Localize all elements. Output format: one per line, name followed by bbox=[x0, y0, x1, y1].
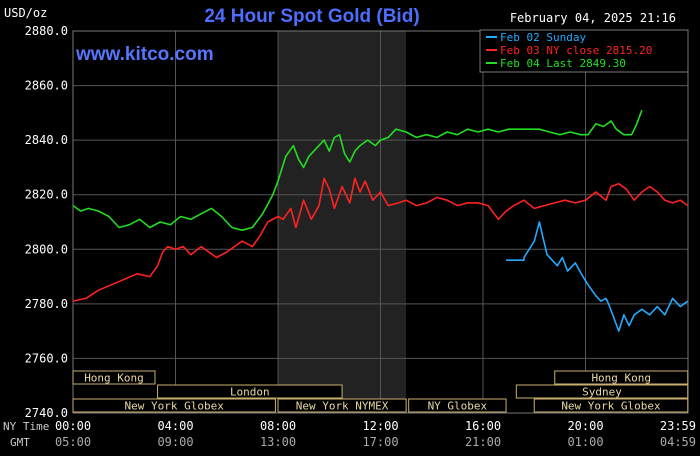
series-line-3 bbox=[72, 109, 643, 231]
chart-title: 24 Hour Spot Gold (Bid) bbox=[204, 6, 419, 27]
session-box bbox=[277, 398, 407, 413]
session-box bbox=[533, 398, 689, 413]
legend-box bbox=[479, 29, 689, 73]
y-axis-unit: USD/oz bbox=[4, 6, 47, 20]
session-label: London bbox=[230, 386, 270, 399]
x-tick-label-ny: 16:00 bbox=[465, 419, 501, 433]
x-tick-label-gmt: 13:00 bbox=[260, 435, 296, 449]
session-box bbox=[408, 398, 507, 413]
x-tick-label-gmt: 05:00 bbox=[55, 435, 91, 449]
session-box bbox=[72, 370, 156, 385]
legend-label: Feb 03 NY close 2815.20 bbox=[500, 44, 652, 57]
ny-time-label: NY Time bbox=[3, 420, 49, 433]
series-line-2 bbox=[72, 177, 689, 302]
session-label: New York Globex bbox=[561, 400, 661, 413]
y-tick-label: 2800.0 bbox=[25, 242, 68, 256]
price-series bbox=[72, 109, 689, 332]
session-label: New York NYMEX bbox=[296, 400, 389, 413]
session-label: Hong Kong bbox=[591, 372, 651, 385]
y-tick-label: 2820.0 bbox=[25, 188, 68, 202]
session-box bbox=[515, 384, 689, 399]
x-tick-label-ny: 12:00 bbox=[362, 419, 398, 433]
session-label: New York Globex bbox=[125, 400, 225, 413]
nymex-shaded-band bbox=[278, 31, 407, 413]
y-axis-ticks: 2880.0 2860.0 2840.0 2820.0 2800.0 2780.0 2760… bbox=[25, 24, 68, 420]
session-label: NY Globex bbox=[428, 400, 488, 413]
timestamp: February 04, 2025 21:16 bbox=[510, 11, 676, 25]
session-label: Sydney bbox=[582, 386, 622, 399]
y-tick-label: 2780.0 bbox=[25, 297, 68, 311]
y-tick-label: 2760.0 bbox=[25, 351, 68, 365]
x-tick-label-gmt: 01:00 bbox=[567, 435, 603, 449]
x-tick-label-gmt: 21:00 bbox=[465, 435, 501, 449]
site-watermark: www.kitco.com bbox=[75, 44, 214, 65]
x-tick-label-ny: 20:00 bbox=[567, 419, 603, 433]
x-tick-label-ny: 04:00 bbox=[157, 419, 193, 433]
x-tick-label-ny: 00:00 bbox=[55, 419, 91, 433]
series-line-1 bbox=[506, 221, 689, 332]
legend-label: Feb 02 Sunday bbox=[500, 31, 586, 44]
shaded-band bbox=[278, 31, 407, 413]
gmt-label: GMT bbox=[10, 436, 30, 449]
legend-label: Feb 04 Last 2849.30 bbox=[500, 57, 626, 70]
y-tick-label: 2840.0 bbox=[25, 133, 68, 147]
session-box bbox=[554, 370, 689, 385]
x-tick-label-gmt: 09:00 bbox=[157, 435, 193, 449]
x-axis-ticks: 00:00 04:00 08:00 12:00 16:00 20:00 23:59 05:00… bbox=[55, 419, 696, 449]
session-box bbox=[157, 384, 343, 399]
y-tick-label: 2740.0 bbox=[25, 406, 68, 420]
x-tick-label-gmt: 17:00 bbox=[362, 435, 398, 449]
session-label: Hong Kong bbox=[84, 372, 144, 385]
session-box bbox=[72, 398, 276, 413]
y-tick-label: 2860.0 bbox=[25, 79, 68, 93]
x-tick-label-ny: 23:59 bbox=[660, 419, 696, 433]
x-tick-label-ny: 08:00 bbox=[260, 419, 296, 433]
x-tick-label-gmt: 04:59 bbox=[660, 435, 696, 449]
y-tick-label: 2880.0 bbox=[25, 24, 68, 38]
plot-frame bbox=[72, 30, 689, 414]
